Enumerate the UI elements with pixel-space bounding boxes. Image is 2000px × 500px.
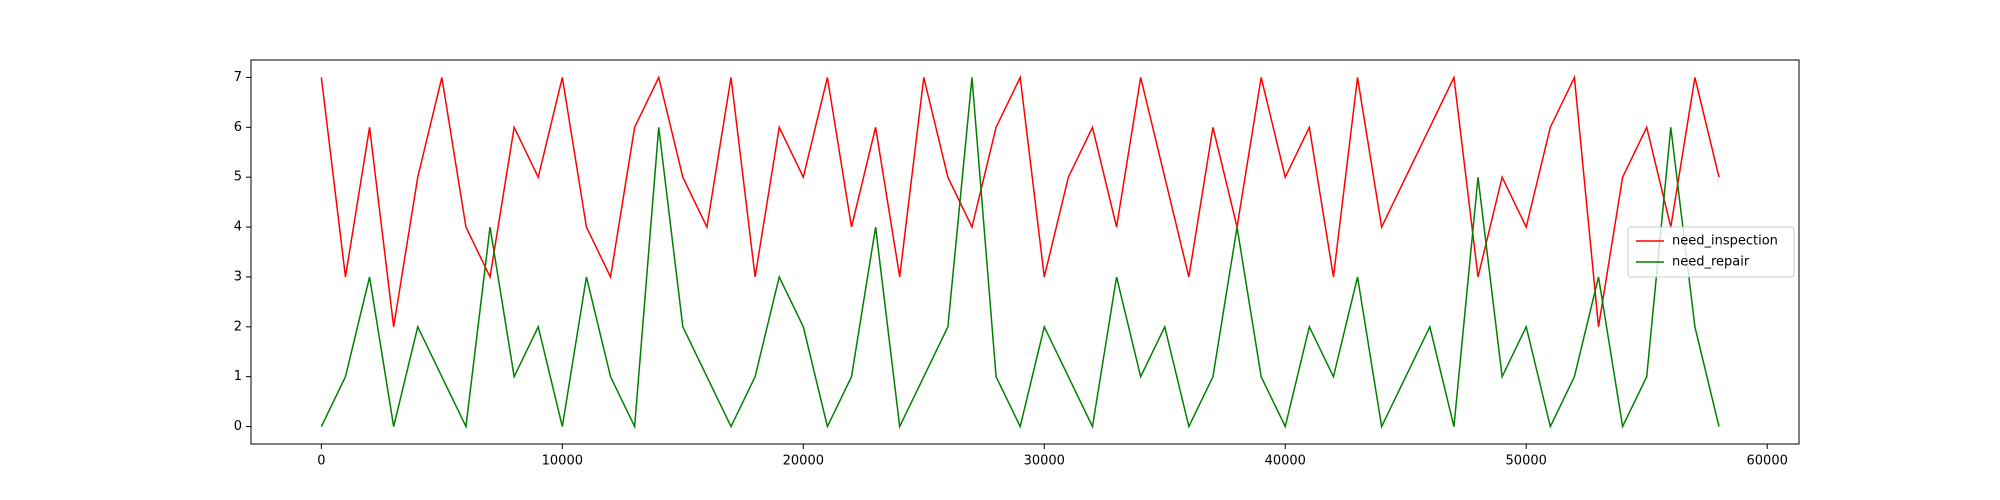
y-tick-label: 7 [234, 70, 242, 85]
x-tick-label: 10000 [542, 454, 583, 469]
x-tick-label: 40000 [1265, 454, 1306, 469]
data-line [320, 74, 1720, 327]
y-tick-label: 0 [234, 419, 242, 434]
plot-frame [250, 59, 1800, 445]
x-tick-label: 60000 [1747, 454, 1788, 469]
legend-box [1627, 226, 1795, 278]
y-tick-label: 5 [234, 170, 242, 185]
legend-label: need_repair [1672, 255, 1750, 270]
x-tick-label: 0 [317, 454, 325, 469]
x-tick-label: 50000 [1506, 454, 1547, 469]
y-tick-label: 6 [234, 120, 242, 135]
x-tick-label: 30000 [1024, 454, 1065, 469]
y-tick-label: 4 [234, 220, 242, 235]
y-tick-label: 1 [234, 369, 242, 384]
y-tick-label: 2 [234, 319, 242, 334]
x-tick-label: 20000 [783, 454, 824, 469]
y-tick-label: 3 [234, 269, 242, 284]
data-line [320, 77, 1720, 430]
legend-label: need_inspection [1672, 234, 1778, 249]
